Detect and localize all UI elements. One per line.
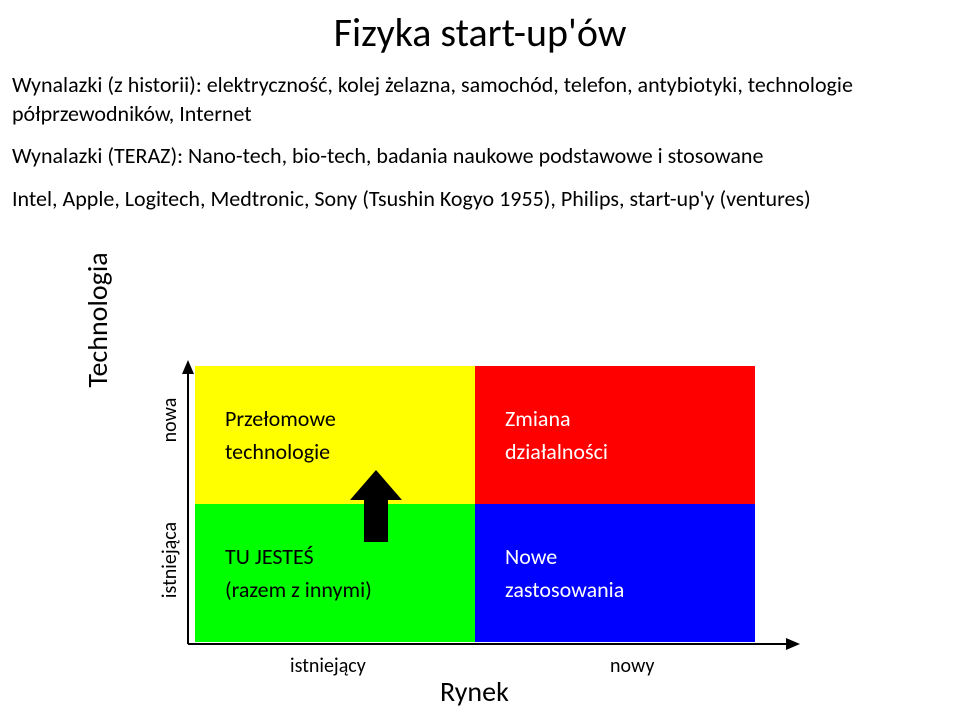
- quad-bl-line2: (razem z innymi): [225, 573, 475, 606]
- quad-br-line2: zastosowania: [505, 573, 755, 606]
- page-title: Fizyka start-up'ów: [0, 0, 960, 57]
- x-axis-sub-right: nowy: [610, 654, 654, 678]
- quad-bottom-left: TU JESTEŚ (razem z innymi): [195, 504, 475, 642]
- quad-tr-line2: działalności: [505, 435, 755, 468]
- paragraph-2: Wynalazki (TERAZ): Nano-tech, bio-tech, …: [12, 142, 948, 171]
- y-axis-sub-bottom: istniejąca: [158, 490, 182, 630]
- paragraph-1: Wynalazki (z historii): elektryczność, k…: [12, 71, 948, 128]
- quad-tl-line1: Przełomowe: [225, 402, 475, 435]
- quadrant-grid: Przełomowe technologie Zmiana działalnoś…: [195, 366, 755, 642]
- quad-top-left: Przełomowe technologie: [195, 366, 475, 504]
- x-axis-label: Rynek: [440, 674, 509, 709]
- y-axis-label: Technologia: [80, 220, 115, 420]
- quad-top-right: Zmiana działalności: [475, 366, 755, 504]
- quad-tr-line1: Zmiana: [505, 402, 755, 435]
- paragraph-3: Intel, Apple, Logitech, Medtronic, Sony …: [12, 185, 948, 214]
- y-axis-sub-top: nowa: [158, 360, 182, 480]
- intro-text-block: Wynalazki (z historii): elektryczność, k…: [0, 71, 960, 213]
- matrix-chart: Technologia nowa istniejąca Przełomowe t…: [140, 360, 840, 700]
- x-axis-sub-left: istniejący: [290, 654, 366, 678]
- upward-arrow-icon: [350, 470, 402, 542]
- quad-br-line1: Nowe: [505, 540, 755, 573]
- quad-bl-line1: TU JESTEŚ: [225, 540, 475, 573]
- quad-tl-line2: technologie: [225, 435, 475, 468]
- quad-bottom-right: Nowe zastosowania: [475, 504, 755, 642]
